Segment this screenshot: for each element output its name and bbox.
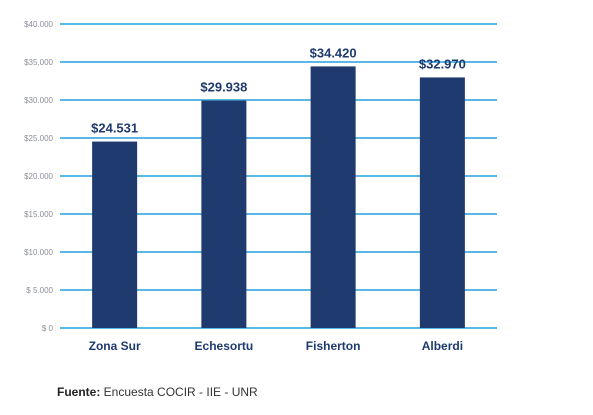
data-label: $24.531 [91, 121, 138, 136]
bar-chart: $ 0 $ 5.000 $10.000 $15.000 $20.000 $25.000 $3… [24, 20, 497, 353]
y-tick-label: $35.000 [24, 58, 53, 67]
bar [92, 141, 138, 328]
y-axis-ticks: $ 0 $ 5.000 $10.000 $15.000 $20.000 $25.000 $3… [24, 20, 53, 333]
category-label: Alberdi [422, 339, 463, 353]
bars [92, 66, 465, 329]
y-tick-label: $40.000 [24, 20, 53, 29]
source-label: Fuente: [57, 385, 101, 399]
category-label: Echesortu [195, 339, 254, 353]
bar [310, 66, 356, 329]
data-label: $34.420 [310, 45, 357, 60]
y-tick-label: $ 5.000 [26, 286, 53, 295]
data-label: $32.970 [419, 56, 466, 71]
y-tick-label: $25.000 [24, 134, 53, 143]
y-tick-label: $ 0 [42, 324, 54, 333]
data-label: $29.938 [200, 79, 247, 94]
category-labels: Zona Sur Echesortu Fisherton Alberdi [89, 339, 463, 353]
source-text: Encuesta COCIR - IIE - UNR [100, 385, 258, 399]
y-tick-label: $10.000 [24, 248, 53, 257]
source-note: Fuente: Encuesta COCIR - IIE - UNR [57, 385, 258, 399]
bar [419, 77, 465, 328]
data-labels: $24.531 $29.938 $34.420 $32.970 [91, 45, 466, 135]
category-label: Fisherton [306, 339, 361, 353]
y-tick-label: $30.000 [24, 96, 53, 105]
y-tick-label: $20.000 [24, 172, 53, 181]
bar [201, 100, 247, 329]
y-tick-label: $15.000 [24, 210, 53, 219]
category-label: Zona Sur [89, 339, 141, 353]
